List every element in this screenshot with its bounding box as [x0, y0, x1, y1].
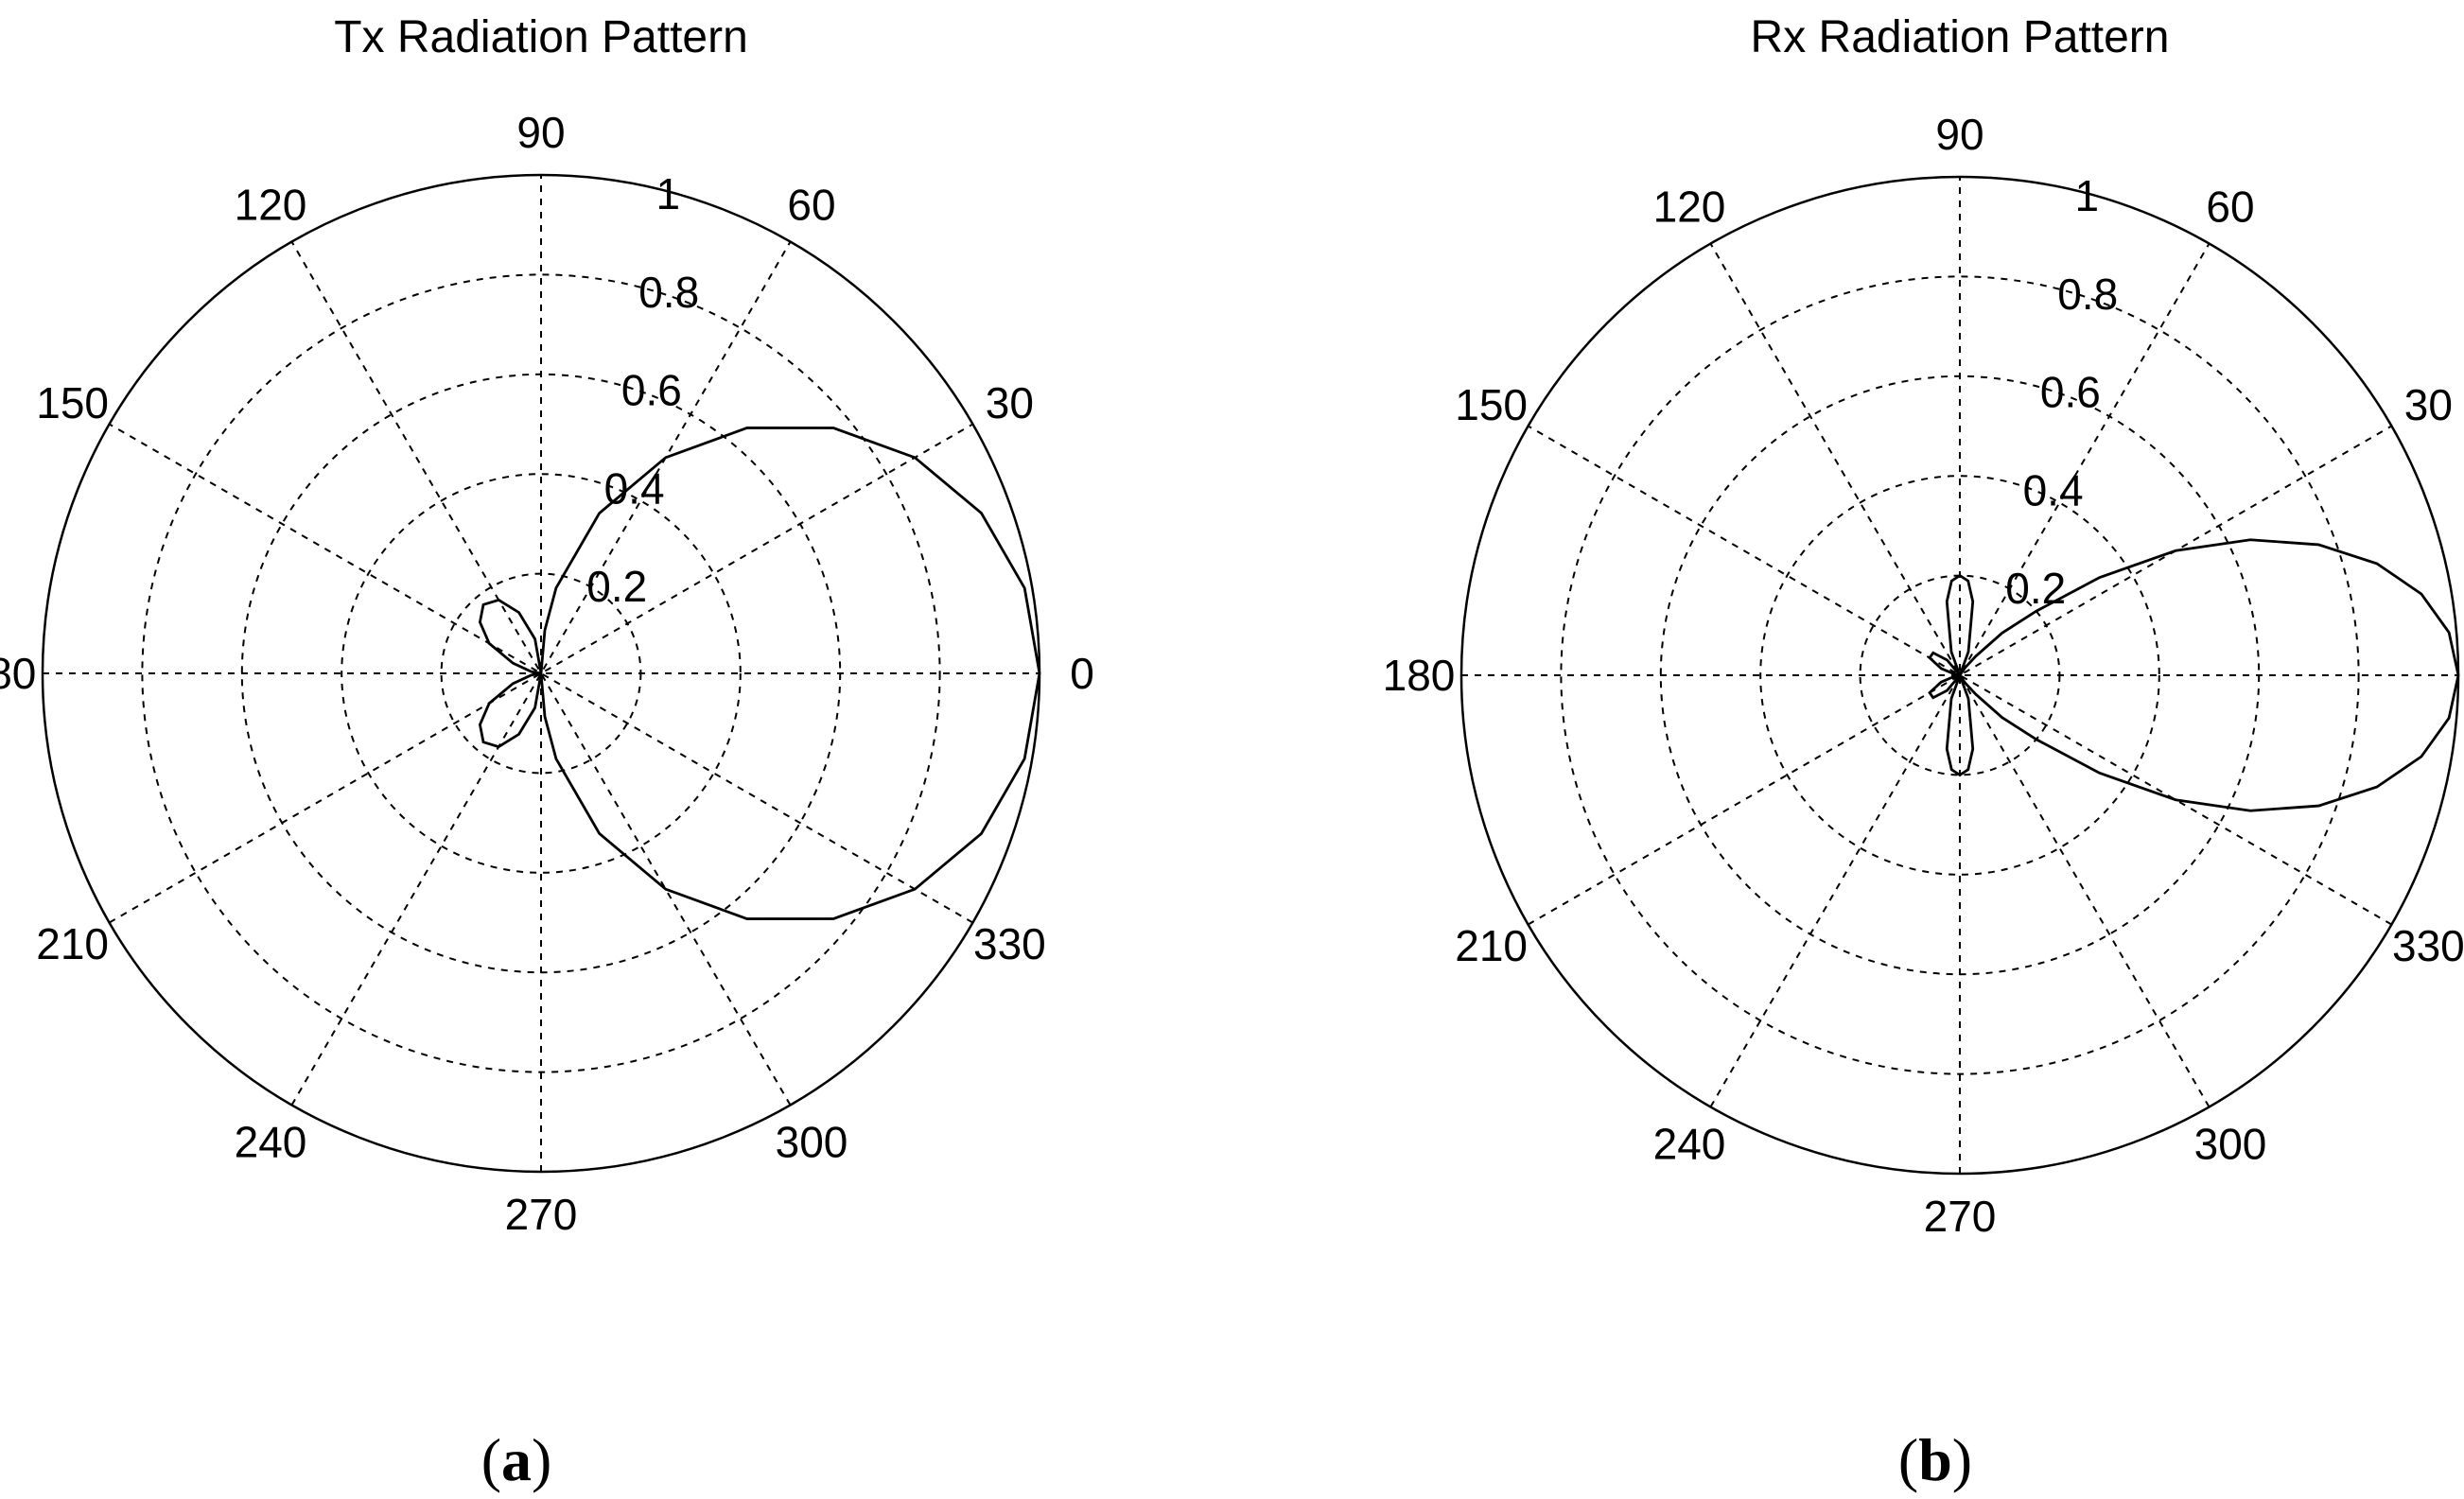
- radial-tick-label: 0.4: [604, 463, 665, 513]
- angle-tick-label: 270: [1924, 1192, 1997, 1241]
- chart-title: Rx Radiation Pattern: [1751, 12, 2170, 62]
- polar-chart-tx: Tx Radiation Pattern 0 30 60 90 120 150 180 210…: [0, 12, 1094, 1493]
- grid-ring: [341, 473, 742, 874]
- grid-ring: [1560, 275, 2360, 1075]
- radial-tick-label: 1: [656, 169, 681, 218]
- angle-tick-label: 60: [787, 181, 835, 230]
- polar-chart-rx: Rx Radiation Pattern 0306090120150180210…: [1383, 12, 2464, 1493]
- angle-tick-label: 120: [1653, 183, 1726, 232]
- caption-letter: b: [1918, 1426, 1952, 1493]
- angle-tick-label: 270: [505, 1190, 578, 1239]
- caption-open: (: [481, 1426, 501, 1493]
- tick-labels: 03060901201501802102402703003300.20.40.6…: [1383, 110, 2464, 1241]
- series-layer: [478, 427, 1041, 920]
- radial-tick-label: 0.6: [621, 366, 682, 415]
- radial-tick-label: 0.8: [638, 268, 699, 317]
- panel-caption: (a): [481, 1426, 552, 1493]
- radial-tick-label: 0.2: [586, 562, 647, 611]
- angle-tick-label: 90: [1935, 110, 1983, 159]
- caption-letter: a: [501, 1426, 532, 1493]
- angle-tick-label: 210: [36, 919, 109, 968]
- angle-tick-label: 150: [36, 378, 109, 427]
- angle-tick-label: 210: [1455, 921, 1528, 970]
- angle-tick-label: 60: [2206, 183, 2254, 232]
- angle-tick-label: 0: [1070, 649, 1094, 698]
- radiation-pattern-line: [478, 427, 1041, 920]
- caption-open: (: [1898, 1426, 1918, 1493]
- angle-tick-label: 120: [235, 181, 307, 230]
- angle-tick-label: 240: [235, 1117, 307, 1166]
- caption-close: ): [532, 1426, 551, 1493]
- angle-tick-label: 90: [516, 108, 565, 157]
- radial-tick-label: 0.2: [2005, 564, 2066, 613]
- radial-tick-label: 0.8: [2057, 270, 2118, 319]
- series-layer: [1928, 538, 2460, 812]
- grid-ring: [1759, 475, 2160, 876]
- grid-ring: [141, 273, 941, 1073]
- angle-tick-label: 240: [1653, 1119, 1726, 1168]
- angle-tick-label: 180: [0, 649, 36, 698]
- chart-title: Tx Radiation Pattern: [334, 12, 748, 62]
- angle-tick-label: 300: [776, 1117, 848, 1166]
- angle-tick-label: 30: [2404, 380, 2453, 429]
- radial-tick-label: 0.4: [2023, 465, 2084, 514]
- radial-tick-label: 0.6: [2040, 368, 2101, 417]
- angle-tick-label: 330: [2392, 921, 2464, 970]
- tick-labels: 0 30 60 90 120 150 180 210 240 270 300 330 0.2 0.4 0.6…: [0, 108, 1094, 1239]
- caption-close: ): [1952, 1426, 1972, 1493]
- angle-tick-label: 180: [1383, 651, 1456, 700]
- angle-tick-label: 300: [2194, 1119, 2267, 1168]
- radiation-pattern-line: [1928, 538, 2460, 812]
- angle-tick-label: 330: [973, 919, 1046, 968]
- angle-tick-label: 30: [986, 378, 1034, 427]
- angle-tick-label: 150: [1455, 380, 1528, 429]
- radial-tick-label: 1: [2075, 171, 2100, 220]
- panel-caption: (b): [1898, 1426, 1972, 1493]
